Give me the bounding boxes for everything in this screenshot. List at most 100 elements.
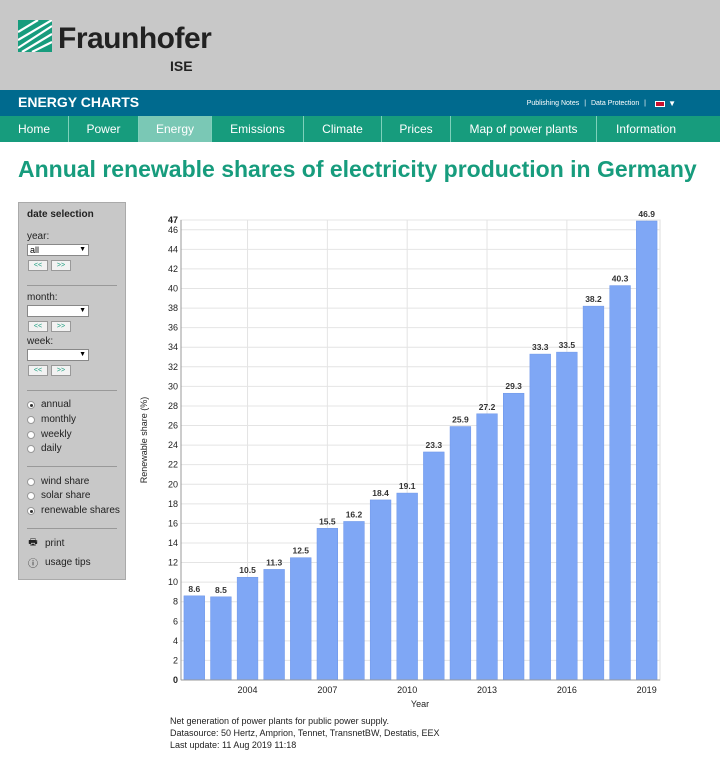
chevron-down-icon: ▼ (79, 246, 86, 253)
header-links: Publishing Notes | Data Protection | (526, 100, 646, 107)
bar-2010 (396, 492, 418, 681)
footnote-datasource: Datasource: 50 Hertz, Amprion, Tennet, T… (170, 728, 440, 738)
period-daily-radio[interactable]: daily (27, 443, 62, 454)
brand-name: Fraunhofer (58, 22, 212, 55)
bar-2004 (236, 576, 259, 681)
data-label: 16.2 (346, 509, 363, 519)
x-axis-title: Year (411, 699, 429, 709)
nav-home[interactable]: Home (0, 116, 69, 142)
nav-energy[interactable]: Energy (139, 116, 212, 142)
data-label: 46.9 (638, 209, 655, 219)
period-annual-radio[interactable]: annual (27, 399, 71, 410)
x-tick-label: 2004 (238, 685, 258, 695)
y-tick-label: 30 (168, 381, 178, 391)
nav-map-of-power-plants[interactable]: Map of power plants (451, 116, 597, 142)
week-select[interactable]: ▼ (27, 349, 89, 361)
divider (27, 466, 117, 467)
renewable-share-bar-chart: 0246810121416182022242628303234363840424… (139, 209, 661, 709)
footnote-last-update: Last update: 11 Aug 2019 11:18 (170, 740, 297, 750)
bar-2006 (290, 557, 312, 681)
nav-emissions[interactable]: Emissions (212, 116, 304, 142)
y-tick-label: 34 (168, 342, 178, 352)
x-tick-label: 2019 (637, 685, 657, 695)
renewable-shares-radio[interactable]: renewable shares (27, 505, 120, 516)
week-label: week: (27, 336, 54, 347)
data-label: 33.5 (559, 340, 576, 350)
print-button[interactable]: 🖶 print (27, 535, 64, 552)
language-dropdown-icon[interactable]: ▼ (668, 99, 676, 108)
month-select[interactable]: ▼ (27, 305, 89, 317)
bar-2017 (582, 305, 605, 681)
nav-prices[interactable]: Prices (382, 116, 451, 142)
y-tick-label: 36 (168, 323, 178, 333)
nav-information[interactable]: Information (615, 122, 677, 136)
period-monthly-radio[interactable]: monthly (27, 414, 76, 425)
week-next-button[interactable]: >> (51, 365, 71, 376)
data-label: 33.3 (532, 342, 549, 352)
divider (27, 285, 117, 286)
year-select[interactable]: all ▼ (27, 244, 89, 256)
nav-climate[interactable]: Climate (304, 116, 382, 142)
divider (27, 390, 117, 391)
data-label: 8.6 (188, 584, 200, 594)
fraunhofer-logo-icon[interactable] (18, 20, 52, 52)
y-tick-label: 6 (173, 616, 178, 626)
y-tick-label: 32 (168, 362, 178, 372)
y-tick-label: 12 (168, 558, 178, 568)
week-prev-button[interactable]: << (28, 365, 48, 376)
x-tick-label: 2007 (317, 685, 337, 695)
info-icon: ⓘ (28, 559, 38, 570)
solar-share-radio[interactable]: solar share (27, 490, 90, 501)
sidebar: date selection year: all ▼ << >> month: ▼… (18, 202, 126, 580)
divider (27, 528, 117, 529)
publishing-notes-link[interactable]: Publishing Notes (526, 100, 580, 107)
page-title: Annual renewable shares of electricity p… (18, 156, 697, 182)
data-label: 25.9 (452, 415, 469, 425)
data-label: 12.5 (292, 546, 309, 556)
bar-2012 (449, 426, 472, 681)
y-tick-label: 47 (168, 215, 178, 225)
usage-tips-button[interactable]: ⓘ usage tips (28, 557, 91, 570)
site-header: Fraunhofer ISE (0, 0, 720, 90)
data-label: 11.3 (266, 557, 282, 567)
data-protection-link[interactable]: Data Protection (590, 100, 640, 107)
site-title-bar: ENERGY CHARTS Publishing Notes | Data Pr… (0, 90, 720, 116)
main-nav: Home Power Energy Emissions Climate Pric… (0, 116, 720, 142)
chevron-down-icon: ▼ (79, 307, 86, 314)
bar-2003 (210, 596, 232, 681)
bar-2011 (423, 451, 445, 681)
nav-power[interactable]: Power (69, 116, 139, 142)
month-label: month: (27, 292, 58, 303)
wind-share-radio[interactable]: wind share (27, 476, 89, 487)
y-axis-title: Renewable share (%) (139, 397, 149, 484)
bar-2009 (369, 499, 392, 681)
y-tick-label: 26 (168, 421, 178, 431)
month-next-button[interactable]: >> (51, 321, 71, 332)
y-tick-label: 4 (173, 636, 178, 646)
y-tick-label: 40 (168, 284, 178, 294)
data-label: 18.4 (372, 488, 389, 498)
y-tick-label: 24 (168, 440, 178, 450)
y-tick-label: 38 (168, 303, 178, 313)
data-label: 23.3 (426, 440, 443, 450)
bar-2016 (556, 351, 578, 681)
year-prev-button[interactable]: << (28, 260, 48, 271)
data-label: 15.5 (319, 516, 336, 526)
y-tick-label: 44 (168, 244, 178, 254)
data-label: 40.3 (612, 274, 629, 284)
month-prev-button[interactable]: << (28, 321, 48, 332)
year-next-button[interactable]: >> (51, 260, 71, 271)
date-selection-heading: date selection (27, 209, 94, 220)
chevron-down-icon: ▼ (79, 351, 86, 358)
y-tick-label: 8 (173, 597, 178, 607)
printer-icon: 🖶 (28, 537, 38, 548)
data-label: 29.3 (505, 381, 522, 391)
bar-2019 (636, 220, 658, 681)
data-label: 38.2 (585, 294, 602, 304)
uk-flag-icon[interactable] (655, 101, 665, 107)
x-tick-label: 2010 (397, 685, 417, 695)
site-title[interactable]: ENERGY CHARTS (18, 94, 140, 110)
bar-2002 (183, 595, 205, 681)
period-weekly-radio[interactable]: weekly (27, 429, 72, 440)
brand-sub: ISE (170, 58, 193, 74)
